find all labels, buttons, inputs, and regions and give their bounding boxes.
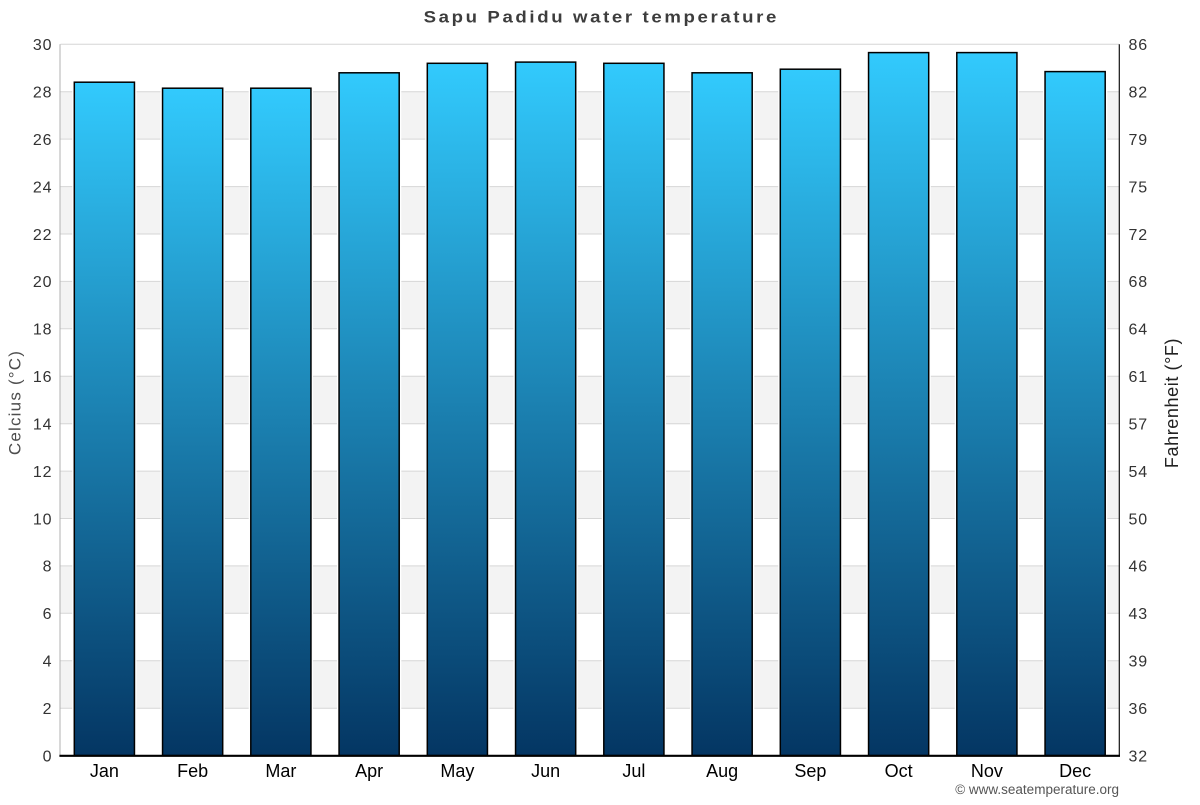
svg-text:57: 57	[1129, 417, 1148, 434]
svg-text:22: 22	[33, 227, 52, 244]
svg-text:68: 68	[1129, 274, 1148, 291]
svg-text:Celcius (°C): Celcius (°C)	[6, 350, 25, 455]
svg-text:Nov: Nov	[971, 761, 1003, 781]
svg-text:Mar: Mar	[265, 761, 296, 781]
svg-text:© www.seatemperature.org: © www.seatemperature.org	[955, 782, 1119, 797]
svg-text:79: 79	[1129, 132, 1148, 149]
svg-text:8: 8	[43, 559, 53, 576]
svg-text:0: 0	[43, 748, 53, 765]
svg-text:50: 50	[1129, 511, 1148, 528]
svg-text:82: 82	[1129, 85, 1148, 102]
svg-text:2: 2	[43, 701, 53, 718]
svg-text:16: 16	[33, 369, 52, 386]
svg-text:54: 54	[1129, 464, 1148, 481]
svg-text:39: 39	[1129, 654, 1148, 671]
svg-text:Jan: Jan	[90, 761, 119, 781]
svg-text:28: 28	[33, 85, 52, 102]
svg-text:Oct: Oct	[885, 761, 913, 781]
svg-text:18: 18	[33, 322, 52, 339]
svg-text:14: 14	[33, 417, 52, 434]
svg-text:4: 4	[43, 654, 53, 671]
svg-text:72: 72	[1129, 227, 1148, 244]
svg-text:30: 30	[33, 37, 52, 54]
svg-text:36: 36	[1129, 701, 1148, 718]
svg-text:61: 61	[1129, 369, 1148, 386]
svg-text:75: 75	[1129, 179, 1148, 196]
svg-text:43: 43	[1129, 606, 1148, 623]
svg-text:Dec: Dec	[1059, 761, 1091, 781]
svg-text:Jul: Jul	[622, 761, 645, 781]
svg-text:24: 24	[33, 179, 52, 196]
svg-text:Apr: Apr	[355, 761, 383, 781]
svg-text:May: May	[440, 761, 474, 781]
svg-text:Feb: Feb	[177, 761, 208, 781]
svg-text:32: 32	[1129, 748, 1148, 765]
svg-text:Jun: Jun	[531, 761, 560, 781]
svg-text:Sep: Sep	[794, 761, 826, 781]
svg-text:20: 20	[33, 274, 52, 291]
svg-text:64: 64	[1129, 322, 1148, 339]
svg-text:12: 12	[33, 464, 52, 481]
svg-text:Aug: Aug	[706, 761, 738, 781]
svg-text:26: 26	[33, 132, 52, 149]
svg-text:Fahrenheit (°F): Fahrenheit (°F)	[1162, 338, 1182, 468]
svg-text:86: 86	[1129, 37, 1148, 54]
svg-text:10: 10	[33, 511, 52, 528]
svg-text:Sapu Padidu water temperature: Sapu Padidu water temperature	[424, 7, 779, 26]
svg-text:6: 6	[43, 606, 53, 623]
svg-text:46: 46	[1129, 559, 1148, 576]
